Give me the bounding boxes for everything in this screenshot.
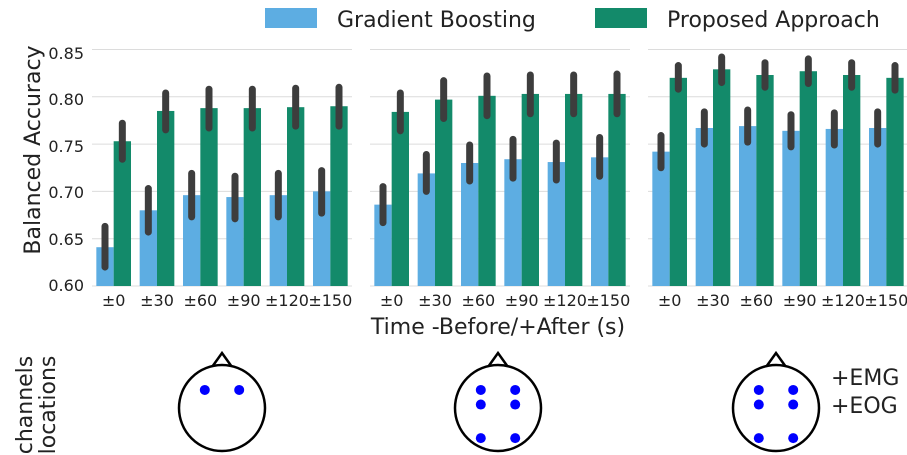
bar-proposed-approach bbox=[565, 93, 583, 286]
electrode-dot bbox=[753, 399, 764, 410]
electrode-dot bbox=[475, 433, 486, 444]
legend: Gradient Boosting Proposed Approach bbox=[265, 8, 880, 33]
bar-gradient-boosting bbox=[461, 163, 479, 286]
bar-gradient-boosting bbox=[869, 127, 887, 286]
bar-proposed-approach bbox=[243, 108, 261, 286]
head-outline bbox=[177, 363, 267, 453]
x-tick-label: ±150 bbox=[864, 291, 907, 310]
bar-gradient-boosting bbox=[695, 127, 713, 286]
chart-panel-3: ±0 ±30 ±60 ±90 ±120 ±150 bbox=[648, 48, 907, 310]
x-tick-label: ±90 bbox=[227, 291, 261, 310]
bar-proposed-approach bbox=[713, 69, 731, 286]
y-tick-label: 0.60 bbox=[48, 276, 84, 295]
channels-label-line-2: locations bbox=[36, 356, 61, 455]
y-axis-label: Balanced Accuracy bbox=[21, 45, 46, 254]
electrode-dot bbox=[753, 384, 764, 395]
head-diagram-3 bbox=[731, 350, 821, 453]
nose-outline bbox=[486, 350, 510, 368]
y-tick-label: 0.75 bbox=[48, 137, 84, 156]
head-outline bbox=[731, 363, 821, 453]
legend-swatch-proposed-approach bbox=[595, 8, 647, 28]
bar-proposed-approach bbox=[157, 110, 175, 286]
electrode-dot bbox=[475, 384, 486, 395]
bar-gradient-boosting bbox=[269, 195, 287, 286]
y-tick-label: 0.65 bbox=[48, 230, 84, 249]
electrode-dot bbox=[788, 399, 799, 410]
x-tick-label: ±30 bbox=[418, 291, 452, 310]
bar-gradient-boosting bbox=[739, 126, 757, 286]
bar-gradient-boosting bbox=[504, 159, 522, 286]
bar-gradient-boosting bbox=[226, 197, 244, 286]
x-tick-label: ±30 bbox=[696, 291, 730, 310]
x-tick-label: ±0 bbox=[380, 291, 404, 310]
x-tick-label: ±150 bbox=[586, 291, 630, 310]
electrode-dot bbox=[199, 384, 210, 395]
y-tick-label: 0.80 bbox=[48, 90, 84, 109]
chart-panel-1: ±0 ±30 ±60 ±90 ±120 ±150 bbox=[92, 48, 352, 310]
head-outline bbox=[453, 363, 543, 453]
x-tick-label: ±0 bbox=[102, 291, 126, 310]
bar-gradient-boosting bbox=[139, 210, 157, 286]
legend-swatch-gradient-boosting bbox=[265, 8, 317, 28]
x-tick-label: ±90 bbox=[783, 291, 817, 310]
bar-proposed-approach bbox=[435, 99, 453, 286]
x-tick-label: ±90 bbox=[505, 291, 539, 310]
bar-proposed-approach bbox=[799, 71, 817, 286]
bar-gradient-boosting bbox=[825, 128, 843, 286]
bar-proposed-approach bbox=[287, 107, 305, 286]
legend-label-gradient-boosting: Gradient Boosting bbox=[337, 8, 536, 33]
electrode-dot bbox=[510, 399, 521, 410]
y-tick-label: 0.70 bbox=[48, 183, 84, 202]
x-tick-label: ±120 bbox=[821, 291, 865, 310]
x-tick-label: ±0 bbox=[658, 291, 682, 310]
bar-gradient-boosting bbox=[374, 204, 392, 286]
legend-label-proposed-approach: Proposed Approach bbox=[667, 8, 880, 33]
head-diagram-2 bbox=[453, 350, 543, 453]
chart-panel-2: ±0 ±30 ±60 ±90 ±120 ±150 bbox=[370, 48, 630, 310]
bar-proposed-approach bbox=[669, 77, 687, 286]
x-tick-label: ±150 bbox=[308, 291, 352, 310]
electrode-dot bbox=[788, 384, 799, 395]
extra-label-emg: +EMG bbox=[831, 366, 899, 391]
bar-proposed-approach bbox=[521, 93, 539, 286]
bar-gradient-boosting bbox=[652, 151, 670, 286]
bar-proposed-approach bbox=[200, 108, 218, 286]
electrode-dot bbox=[753, 433, 764, 444]
bar-gradient-boosting bbox=[313, 191, 331, 286]
x-tick-label: ±60 bbox=[739, 291, 773, 310]
y-tick-labels: 0.60 0.65 0.70 0.75 0.80 0.85 bbox=[48, 44, 84, 295]
extra-label-eog: +EOG bbox=[831, 394, 898, 419]
bar-proposed-approach bbox=[843, 75, 861, 286]
bar-proposed-approach bbox=[608, 93, 626, 286]
y-tick-label: 0.85 bbox=[48, 44, 84, 63]
bar-gradient-boosting bbox=[591, 157, 609, 286]
electrode-dot bbox=[475, 399, 486, 410]
x-axis-label: Time -Before/+After (s) bbox=[370, 315, 625, 340]
nose-outline bbox=[210, 350, 234, 368]
nose-outline bbox=[764, 350, 788, 368]
bar-proposed-approach bbox=[113, 141, 131, 286]
x-tick-label: ±120 bbox=[543, 291, 587, 310]
bar-gradient-boosting bbox=[547, 162, 565, 286]
electrode-dot bbox=[234, 384, 245, 395]
bar-gradient-boosting bbox=[417, 173, 435, 286]
x-tick-label: ±30 bbox=[140, 291, 174, 310]
electrode-dot bbox=[510, 384, 521, 395]
head-diagram-1 bbox=[177, 350, 267, 453]
bar-proposed-approach bbox=[478, 95, 496, 286]
bar-proposed-approach bbox=[391, 111, 409, 287]
bar-gradient-boosting bbox=[183, 195, 201, 286]
bar-gradient-boosting bbox=[782, 130, 800, 286]
x-tick-label: ±120 bbox=[265, 291, 309, 310]
electrode-dot bbox=[510, 433, 521, 444]
x-tick-label: ±60 bbox=[183, 291, 217, 310]
electrode-dot bbox=[788, 433, 799, 444]
channels-label-line-1: channels bbox=[13, 356, 38, 455]
bar-proposed-approach bbox=[886, 77, 904, 286]
bar-proposed-approach bbox=[756, 75, 774, 286]
bar-proposed-approach bbox=[330, 106, 348, 286]
x-tick-label: ±60 bbox=[461, 291, 495, 310]
